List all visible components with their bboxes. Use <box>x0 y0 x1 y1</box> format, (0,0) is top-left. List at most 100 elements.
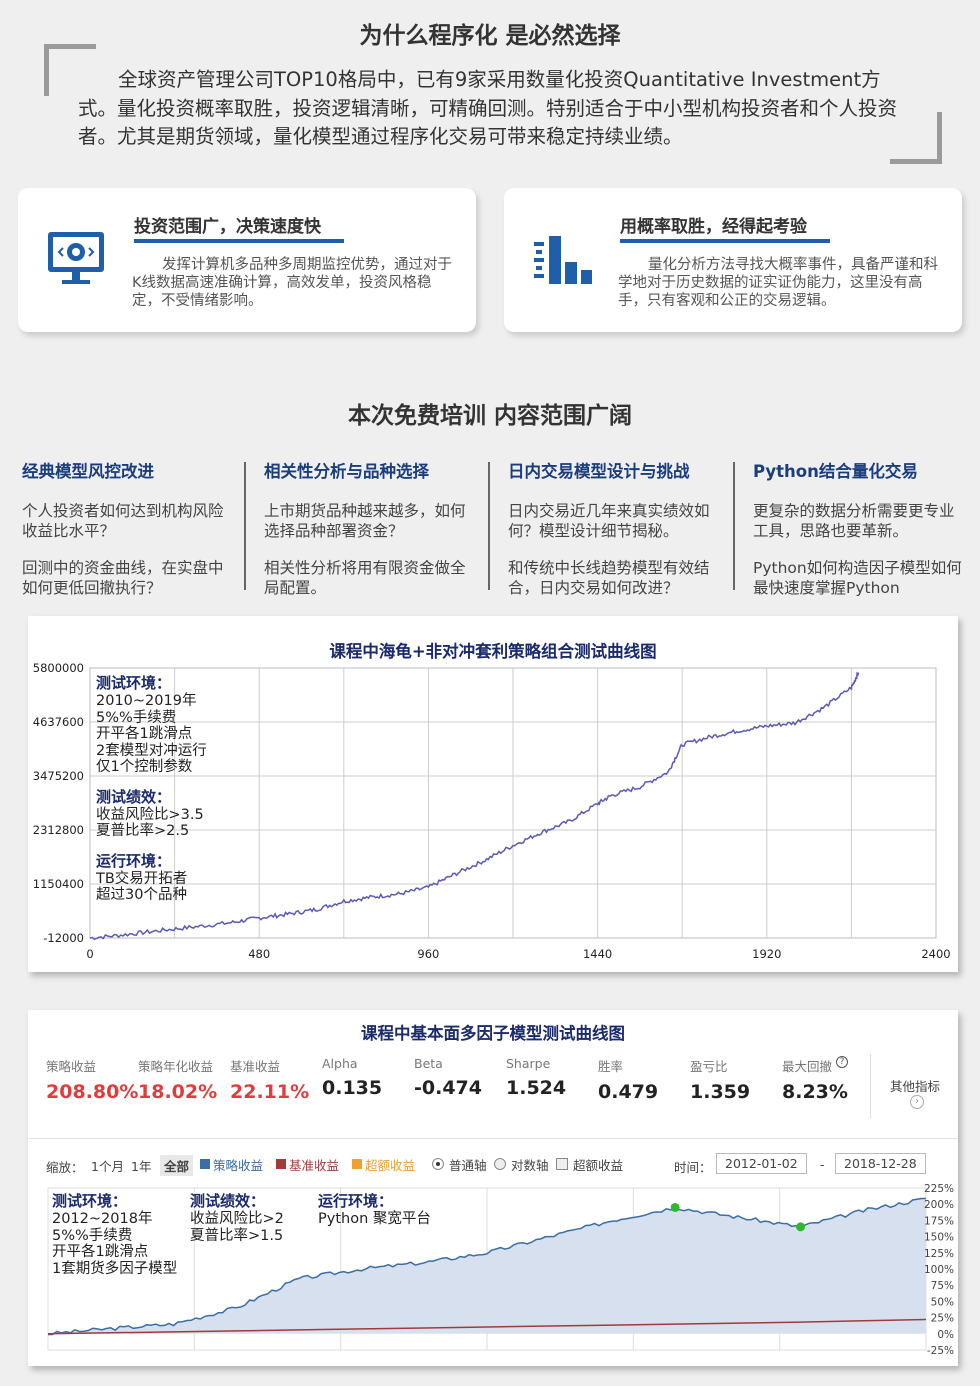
topic-title: 相关性分析与品种选择 <box>264 462 429 481</box>
topic-title: Python结合量化交易 <box>753 462 918 481</box>
metric-value: -0.474 <box>414 1077 482 1099</box>
metric-item: 策略收益 208.80% <box>46 1056 138 1103</box>
decor-bracket-bottom-right <box>890 112 942 164</box>
note-line: 仅1个控制参数 <box>96 759 193 775</box>
column-divider <box>488 462 490 590</box>
metric-value: 208.80% <box>46 1081 139 1103</box>
metric-item: 最大回撤 8.23%? <box>782 1056 874 1103</box>
metric-value: 0.479 <box>598 1081 659 1103</box>
topic-text: 回测中的资金曲线，在实盘中如何更低回撤执行？ <box>22 559 224 597</box>
metric-item: 基准收益 22.11% <box>230 1056 322 1103</box>
benchmark-return-line <box>47 1318 927 1335</box>
card-underline <box>620 239 830 243</box>
x-tick-label: 480 <box>248 947 270 961</box>
metric-label: 基准收益 <box>230 1059 281 1074</box>
excess-checkbox[interactable] <box>556 1158 568 1170</box>
strategy-return-line <box>48 1197 926 1336</box>
card-underline <box>134 239 344 243</box>
log-axis-label[interactable]: 对数轴 <box>511 1158 549 1173</box>
bar-chart-icon <box>534 236 592 284</box>
card-text: 发挥计算机多品种多周期监控优势，通过对于K线数据高速准确计算，高效发单，投资风格… <box>132 257 452 309</box>
section-title-why: 为什么程序化 是必然选择 <box>359 23 621 49</box>
metric-label: 策略年化收益 <box>138 1059 214 1074</box>
metric-item: 盈亏比 1.359 <box>690 1056 782 1103</box>
topic-text: 和传统中长线趋势模型有效结合，日内交易如何改进？ <box>508 559 710 597</box>
y-tick-label: 175% <box>924 1215 954 1227</box>
date-from-input[interactable]: 2012-01-02 <box>716 1153 807 1174</box>
zoom-1y-button[interactable]: 1年 <box>131 1159 152 1174</box>
intro-paragraph: 全球资产管理公司TOP10格局中，已有9家采用数量化投资Quantitative… <box>78 68 898 148</box>
excess-checkbox-label[interactable]: 超额收益 <box>573 1158 624 1173</box>
metric-label: 策略收益 <box>46 1059 97 1074</box>
topic-text: 更复杂的数据分析需要更专业工具，思路也要革新。 <box>753 502 955 540</box>
y-tick-label: 2312800 <box>33 823 84 837</box>
topic-column: Python结合量化交易 更复杂的数据分析需要更专业工具，思路也要革新。 Pyt… <box>753 458 963 598</box>
note-line: 收益风险比>2 <box>190 1211 284 1227</box>
feature-card-probability: 用概率取胜，经得起考验 量化分析方法寻找大概率事件，具备严谨和科学地对于历史数据… <box>504 188 962 332</box>
metric-item: Alpha 0.135 <box>322 1056 414 1099</box>
y-tick-label: 225% <box>924 1183 954 1195</box>
legend-benchmark[interactable]: 基准收益 <box>289 1158 340 1173</box>
zoom-label: 缩放： <box>46 1160 84 1175</box>
x-tick-label: 2400 <box>921 947 950 961</box>
topic-text: 相关性分析将用有限资金做全局配置。 <box>264 559 466 597</box>
zoom-all-button[interactable]: 全部 <box>160 1155 194 1176</box>
legend-excess[interactable]: 超额收益 <box>365 1158 416 1173</box>
topic-text: 日内交易近几年来真实绩效如何？模型设计细节揭秘。 <box>508 502 710 540</box>
radio-log-axis[interactable] <box>494 1158 506 1170</box>
other-metrics-link[interactable]: 其他指标 <box>890 1079 941 1094</box>
y-tick-label: -25% <box>927 1345 954 1357</box>
divider <box>870 1054 871 1118</box>
y-tick-label: 200% <box>924 1199 954 1211</box>
monitor-gear-icon <box>48 232 104 284</box>
column-divider <box>733 462 735 590</box>
metric-value: 1.524 <box>506 1077 567 1099</box>
equity-curve-line <box>89 671 860 941</box>
legend-strategy[interactable]: 策略收益 <box>213 1158 264 1173</box>
topic-column: 日内交易模型设计与挑战 日内交易近几年来真实绩效如何？模型设计细节揭秘。 和传统… <box>508 458 722 598</box>
y-tick-label: 0% <box>937 1329 954 1341</box>
column-divider <box>244 462 246 590</box>
note-line: 收益风险比>3.5 <box>96 806 204 823</box>
normal-axis-label[interactable]: 普通轴 <box>449 1158 487 1173</box>
note-line: 2012~2018年 <box>52 1211 153 1227</box>
y-tick-label: 4637600 <box>33 715 84 729</box>
y-tick-label: -12000 <box>43 931 84 945</box>
date-to-input[interactable]: 2018-12-28 <box>835 1153 926 1174</box>
legend-swatch-strategy <box>200 1159 210 1169</box>
topic-title: 经典模型风控改进 <box>22 462 154 481</box>
metric-item: 胜率 0.479 <box>598 1056 690 1103</box>
note-line: 1套期货多因子模型 <box>52 1260 178 1277</box>
note-heading: 运行环境： <box>318 1192 394 1210</box>
note-line: 夏普比率>1.5 <box>190 1227 284 1244</box>
note-line: 2套模型对冲运行 <box>96 742 207 759</box>
y-tick-label: 50% <box>931 1296 954 1308</box>
metric-item: Sharpe 1.524 <box>506 1056 598 1099</box>
note-line: TB交易开拓者 <box>96 870 188 887</box>
note-line: 5%%手续费 <box>96 709 177 726</box>
note-line: 2010~2019年 <box>96 693 197 709</box>
x-tick-label: 1440 <box>583 947 612 961</box>
divider <box>28 1138 958 1139</box>
metric-item: 策略年化收益 18.02% <box>138 1056 230 1103</box>
x-tick-label: 0 <box>86 947 93 961</box>
note-line: 开平各1跳滑点 <box>96 726 193 742</box>
help-icon[interactable]: ? <box>836 1056 848 1068</box>
chart-notes: 测试环境： 2012~2018年 5%%手续费 开平各1跳滑点 1套期货多因子模… <box>52 1190 202 1277</box>
card-title: 用概率取胜，经得起考验 <box>620 217 807 237</box>
x-tick-label: 960 <box>417 947 439 961</box>
card-title: 投资范围广，决策速度快 <box>134 217 321 237</box>
note-line: 5%%手续费 <box>52 1227 133 1244</box>
multifactor-chart-panel: 课程中基本面多因子模型测试曲线图 策略收益 208.80% 策略年化收益 18.02%… <box>28 1010 958 1366</box>
topic-text: 上市期货品种越来越多，如何选择品种部署资金？ <box>264 502 466 540</box>
strategy-area-fill <box>48 1198 926 1335</box>
multifactor-area-chart: 225%200%175%150%125%100%75%50%25%0%-25% … <box>47 1183 954 1357</box>
radio-normal-axis[interactable] <box>432 1158 444 1170</box>
chevron-right-icon[interactable]: › <box>910 1095 924 1109</box>
y-tick-label: 1150400 <box>33 877 84 891</box>
zoom-1m-button[interactable]: 1个月 <box>91 1159 124 1174</box>
metric-value: 8.23% <box>782 1081 848 1103</box>
legend-swatch-benchmark <box>276 1159 286 1169</box>
y-tick-label: 100% <box>924 1264 954 1276</box>
chart-title: 课程中海龟+非对冲套利策略组合测试曲线图 <box>329 642 657 661</box>
